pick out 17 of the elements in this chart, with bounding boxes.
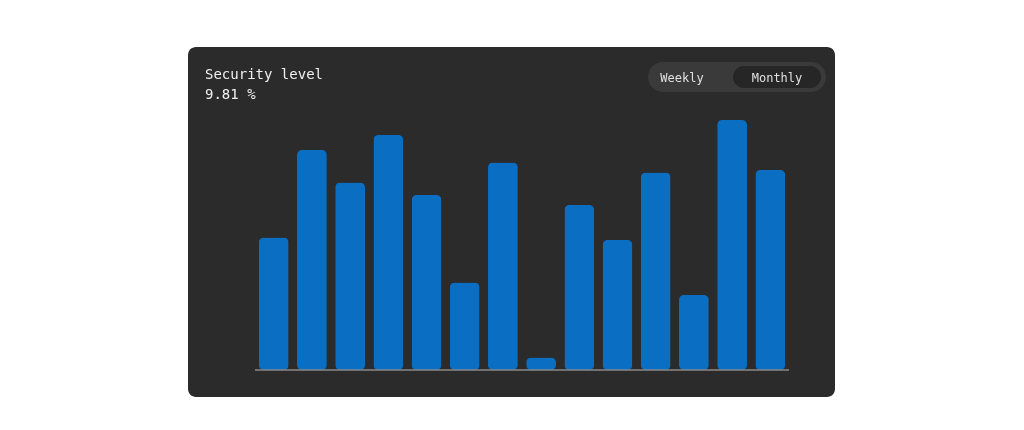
bar [411, 195, 442, 370]
bar [373, 135, 404, 370]
chart-title: Security level [205, 66, 324, 82]
bar [258, 237, 289, 370]
bar [335, 182, 366, 370]
bar [564, 205, 595, 370]
bar [449, 282, 480, 370]
chart-subtitle: 9.81 % [205, 86, 257, 102]
bar [755, 170, 786, 370]
bar [640, 172, 671, 370]
text: Weekly [660, 71, 704, 85]
bar [678, 295, 709, 370]
text: Monthly [751, 71, 803, 85]
bar [602, 240, 633, 370]
bar [717, 120, 747, 370]
bar [297, 150, 327, 370]
bar [488, 162, 518, 370]
